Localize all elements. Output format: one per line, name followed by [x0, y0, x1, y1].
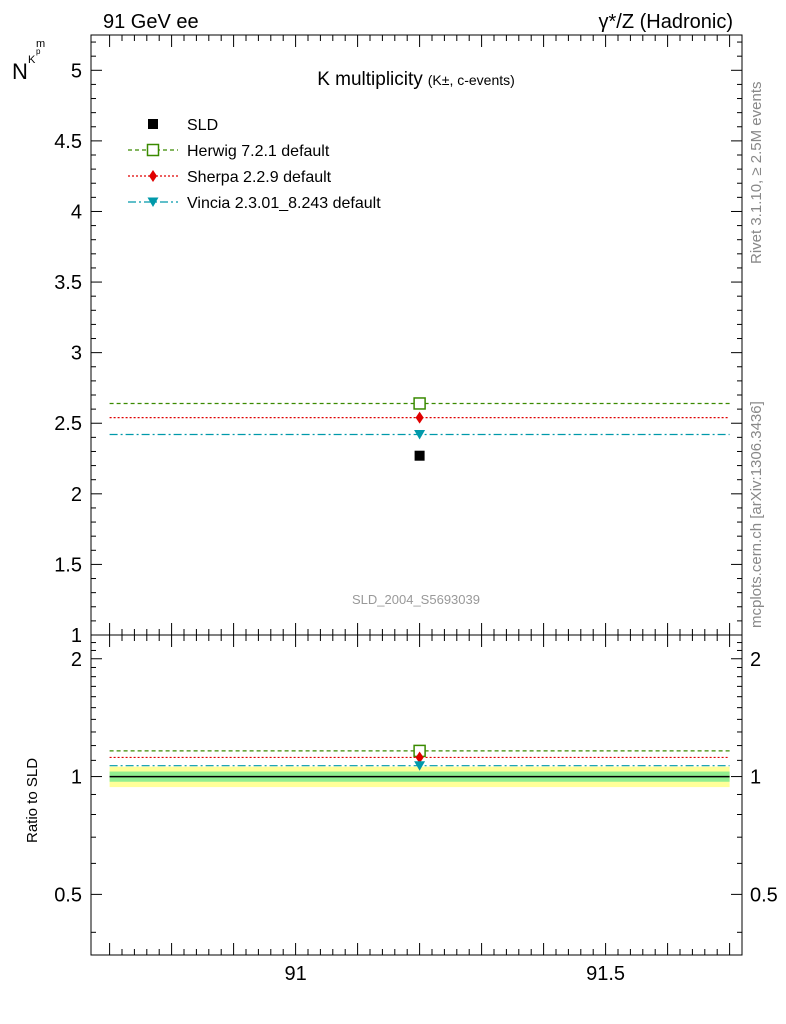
ylabel-main: N: [12, 59, 28, 84]
y-tick-label: 1.5: [54, 554, 82, 576]
header-left: 91 GeV ee: [103, 11, 199, 33]
ratio-y-tick-label-right: 2: [750, 649, 761, 671]
x-tick-label: 91.5: [586, 963, 625, 985]
legend-item-sld: SLD: [148, 117, 218, 134]
legend-marker-sld: [148, 119, 158, 129]
y-tick-label: 4.5: [54, 131, 82, 153]
legend-marker-sherpa: [149, 170, 157, 182]
y-tick-label: 2: [71, 484, 82, 506]
legend: SLD Herwig 7.2.1 default Sherpa 2.2.9 defa…: [128, 117, 381, 212]
ratio-y-tick-label-right: 1: [750, 767, 761, 789]
legend-marker-herwig: [146, 143, 160, 157]
ratio-y-tick-label: 1: [71, 767, 82, 789]
sld-point: [414, 450, 425, 461]
chart-title-main: K multiplicity: [317, 69, 423, 90]
ratio-panel: 0.5 0.5 1 1 2 2 91 91.5: [54, 634, 778, 985]
ylabel-sub2: m: [36, 38, 45, 50]
vincia-2-3-01-8-243-default-ratio-point: [414, 761, 426, 771]
chart-title-sub: (K±, c-events): [428, 72, 515, 88]
ratio-frame: [90, 634, 743, 956]
legend-item-vincia: Vincia 2.3.01_8.243 default: [128, 195, 381, 212]
vincia-2-3-01-8-243-default-point: [414, 430, 426, 440]
sherpa-2-2-9-default-point: [415, 411, 424, 424]
y-tick-label: 1: [71, 625, 82, 647]
ratio-y-tick-label: 0.5: [54, 884, 82, 906]
chart-title: K multiplicity (K±, c-events): [317, 69, 515, 90]
ratio-y-tick-label-right: 0.5: [750, 884, 778, 906]
mcplots-label: mcplots.cern.ch [arXiv:1306.3436]: [748, 401, 765, 628]
header-right: γ*/Z (Hadronic): [599, 11, 733, 33]
legend-marker-vincia: [147, 197, 159, 207]
legend-item-sherpa: Sherpa 2.2.9 default: [128, 169, 332, 186]
x-tick-label: 91: [284, 963, 306, 985]
y-tick-label: 3: [71, 343, 82, 365]
legend-label-sld: SLD: [187, 117, 218, 134]
legend-label-herwig: Herwig 7.2.1 default: [187, 143, 330, 160]
legend-label-sherpa: Sherpa 2.2.9 default: [187, 169, 332, 186]
ylabel-sub: K: [28, 54, 36, 66]
ratio-y-axis-label: Ratio to SLD: [24, 758, 41, 843]
ratio-y-tick-label: 2: [71, 649, 82, 671]
legend-item-herwig: Herwig 7.2.1 default: [128, 143, 330, 160]
rivet-label: Rivet 3.1.10, ≥ 2.5M events: [748, 82, 765, 265]
legend-label-vincia: Vincia 2.3.01_8.243 default: [187, 195, 381, 212]
herwig-7-2-1-default-point: [413, 397, 426, 410]
main-y-axis-label: N K p m: [12, 38, 45, 84]
analysis-watermark: SLD_2004_S5693039: [352, 592, 480, 607]
y-tick-label: 4: [71, 201, 82, 223]
sherpa-2-2-9-default-ratio-point: [415, 751, 424, 764]
ylabel-sup: p: [36, 47, 41, 56]
y-tick-label: 2.5: [54, 413, 82, 435]
y-tick-label: 3.5: [54, 272, 82, 294]
y-tick-label: 5: [71, 60, 82, 82]
